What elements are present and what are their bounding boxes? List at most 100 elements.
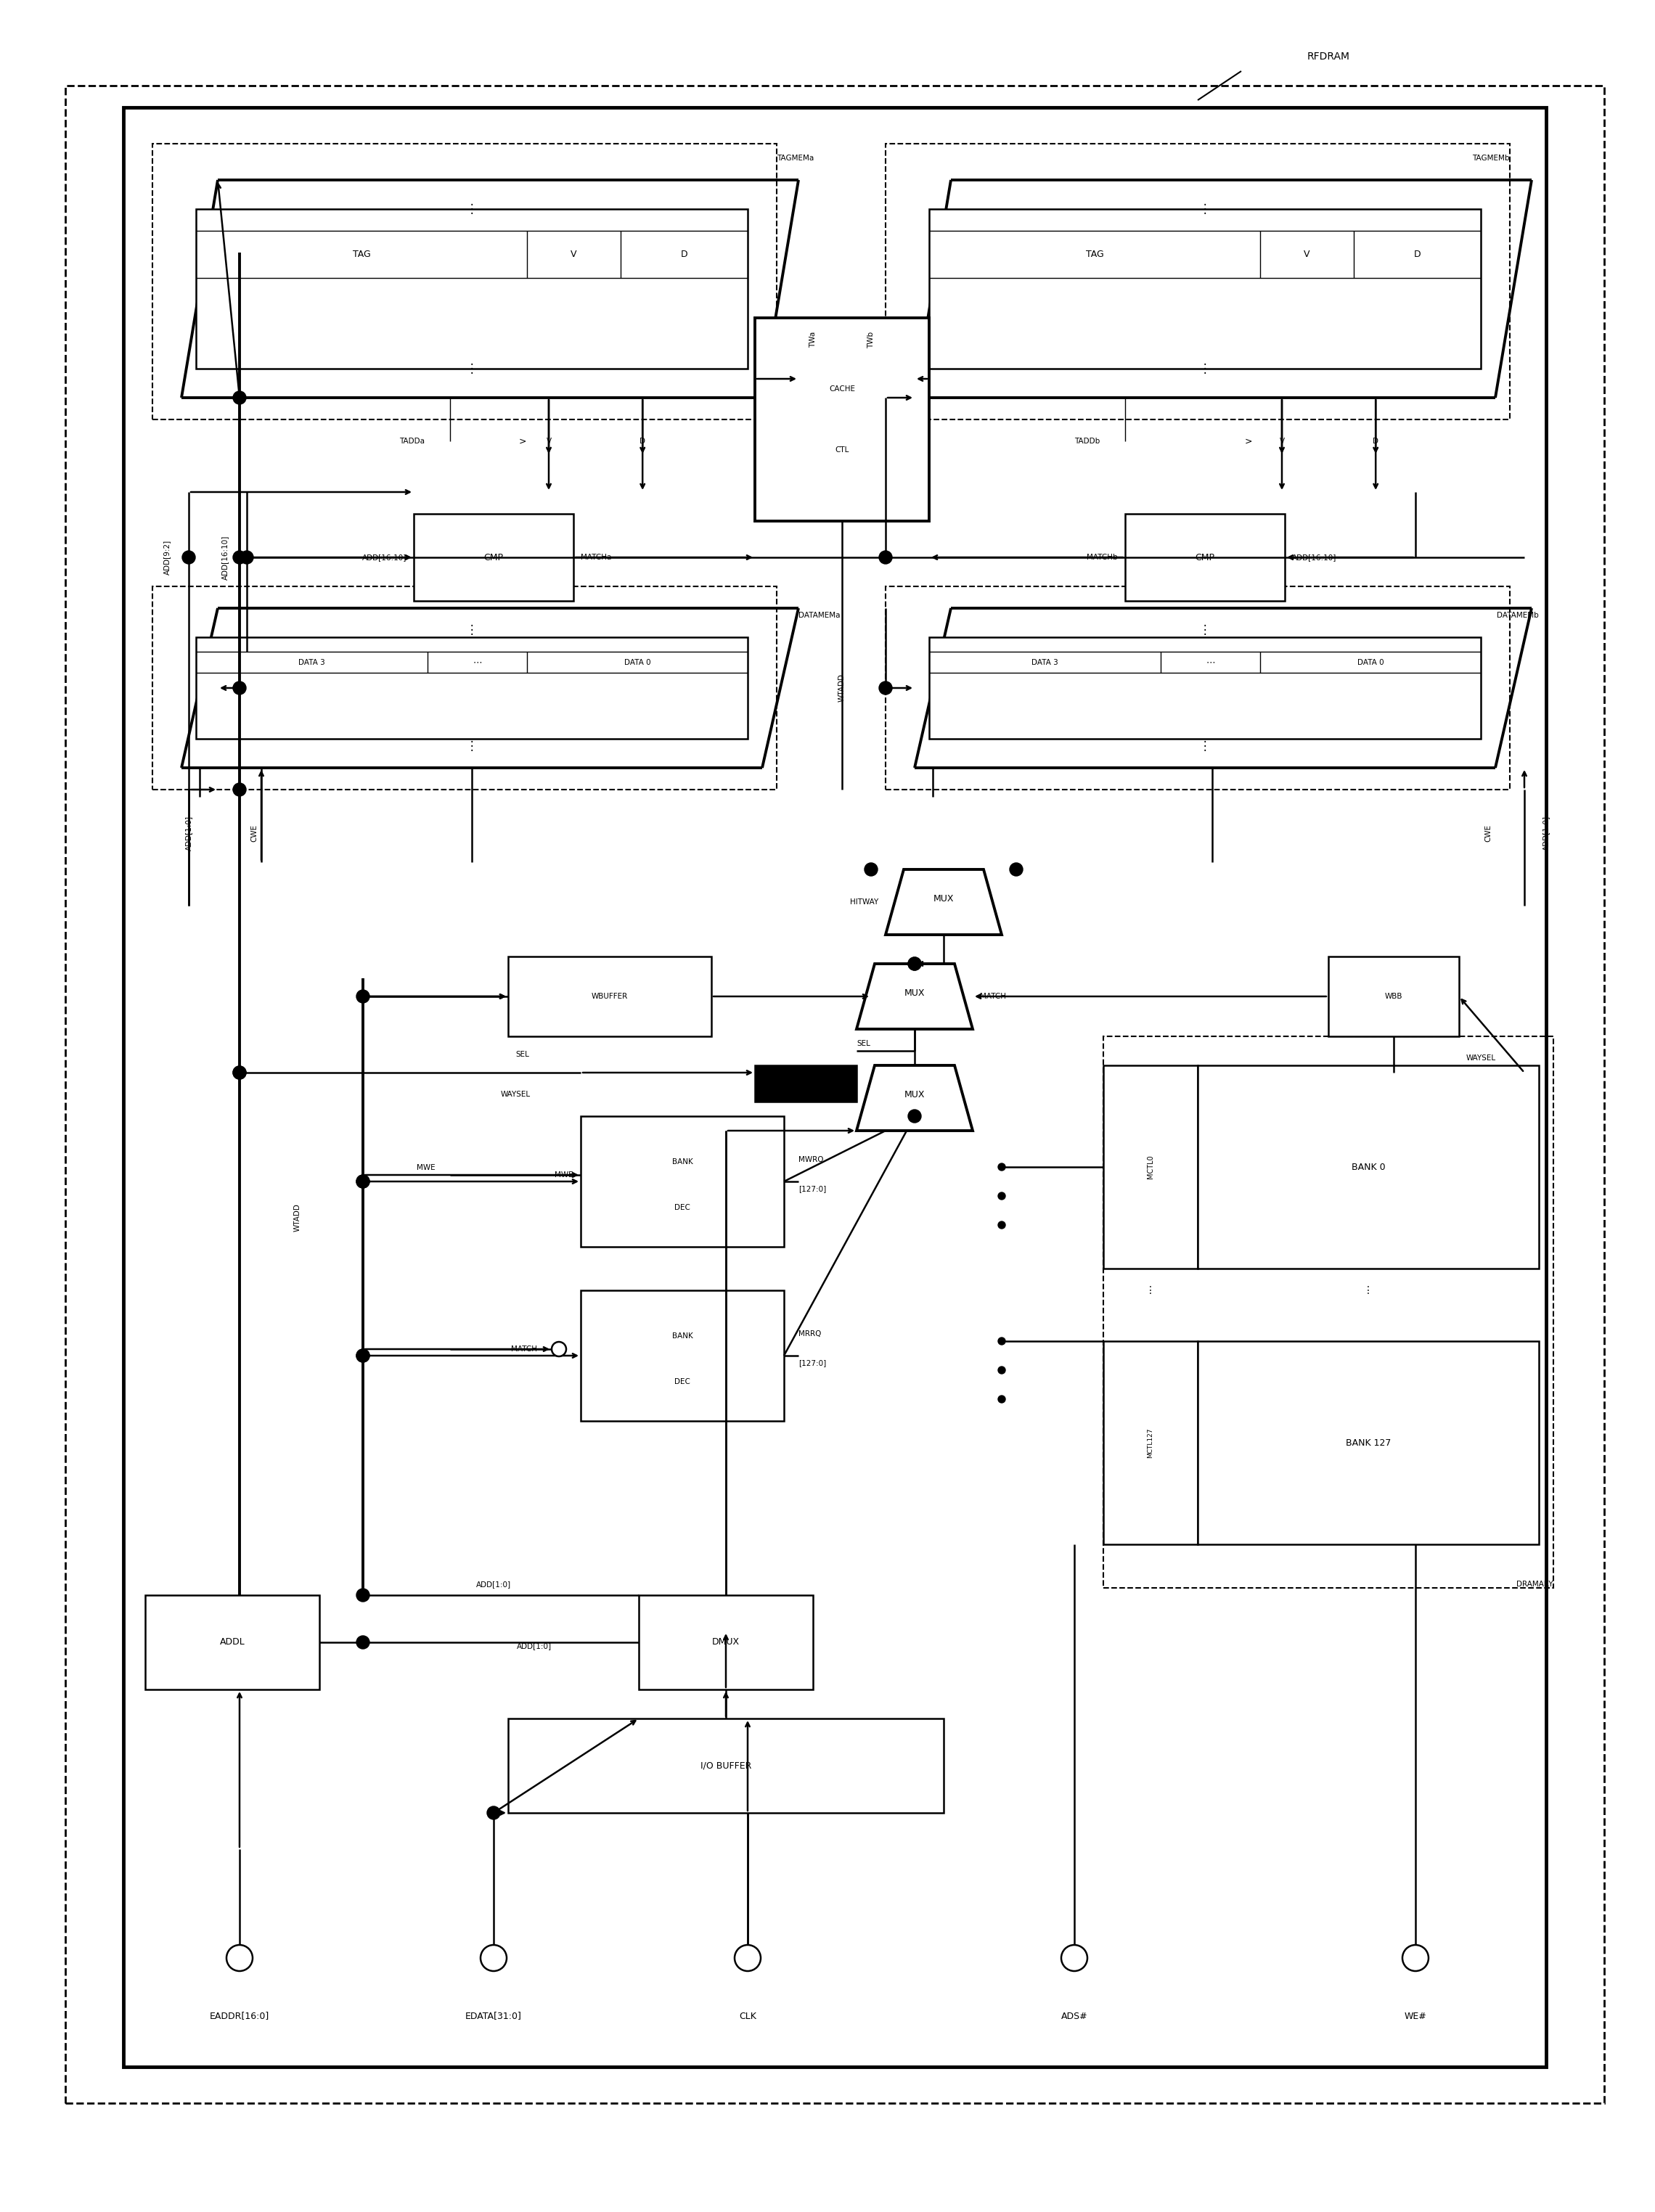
- Circle shape: [233, 1066, 247, 1079]
- Text: ⋮: ⋮: [1198, 204, 1211, 215]
- Text: TAGMEMb: TAGMEMb: [1473, 155, 1509, 161]
- FancyBboxPatch shape: [581, 1290, 784, 1420]
- Text: ADD[1:0]: ADD[1:0]: [477, 1582, 511, 1588]
- Text: ⋮: ⋮: [1198, 739, 1211, 752]
- Text: DEC: DEC: [674, 1378, 690, 1385]
- Text: MWE: MWE: [417, 1164, 435, 1172]
- Text: DATA 0: DATA 0: [624, 659, 650, 666]
- Text: TADDb: TADDb: [1074, 438, 1101, 445]
- Text: DATA 0: DATA 0: [1357, 659, 1384, 666]
- Circle shape: [356, 1349, 369, 1363]
- FancyBboxPatch shape: [1104, 1066, 1198, 1267]
- Circle shape: [233, 392, 247, 405]
- Circle shape: [909, 958, 922, 971]
- Text: ⋯: ⋯: [473, 657, 482, 668]
- Text: ADD[1:0]: ADD[1:0]: [185, 816, 192, 852]
- Text: I/O BUFFER: I/O BUFFER: [700, 1761, 751, 1770]
- Text: DEC: DEC: [674, 1203, 690, 1212]
- FancyBboxPatch shape: [195, 208, 748, 369]
- Text: D: D: [1413, 250, 1422, 259]
- Text: ⋮: ⋮: [1198, 363, 1211, 376]
- FancyBboxPatch shape: [639, 1595, 813, 1690]
- Text: EDATA[31:0]: EDATA[31:0]: [465, 2011, 521, 2022]
- Circle shape: [356, 1637, 369, 1648]
- Text: D: D: [680, 250, 688, 259]
- Text: MATCH: MATCH: [980, 993, 1006, 1000]
- Text: V: V: [571, 250, 578, 259]
- Circle shape: [356, 991, 369, 1002]
- Text: MUX: MUX: [904, 989, 925, 998]
- Circle shape: [998, 1221, 1005, 1228]
- Circle shape: [480, 1944, 506, 1971]
- Text: TADDa: TADDa: [399, 438, 425, 445]
- Circle shape: [233, 783, 247, 796]
- Text: DATAMEMb: DATAMEMb: [1496, 613, 1539, 619]
- Circle shape: [356, 1588, 369, 1601]
- Text: ⋮: ⋮: [1364, 1285, 1374, 1296]
- Text: MWE: MWE: [554, 1172, 573, 1179]
- Text: WAYSEL: WAYSEL: [501, 1091, 531, 1097]
- Text: MATCHa: MATCHa: [581, 553, 611, 562]
- Text: TAG: TAG: [1086, 250, 1104, 259]
- Text: DATA 3: DATA 3: [1031, 659, 1058, 666]
- Circle shape: [356, 1349, 369, 1363]
- Text: ADD[9:2]: ADD[9:2]: [164, 540, 170, 575]
- Polygon shape: [857, 964, 973, 1029]
- Text: TAG: TAG: [353, 250, 371, 259]
- Circle shape: [1010, 863, 1023, 876]
- Text: ADD[1:0]: ADD[1:0]: [516, 1641, 551, 1650]
- Text: RFDRAM: RFDRAM: [1307, 51, 1350, 62]
- FancyBboxPatch shape: [146, 1595, 319, 1690]
- Text: HITWAY: HITWAY: [849, 898, 879, 905]
- Circle shape: [735, 1944, 761, 1971]
- Text: TAGMEMa: TAGMEMa: [776, 155, 814, 161]
- Text: BANK 0: BANK 0: [1352, 1161, 1385, 1172]
- Text: V: V: [1279, 438, 1284, 445]
- FancyBboxPatch shape: [1198, 1066, 1539, 1267]
- Text: WE#: WE#: [1405, 2011, 1427, 2022]
- Text: V: V: [546, 438, 551, 445]
- FancyBboxPatch shape: [755, 319, 928, 522]
- Circle shape: [356, 1175, 369, 1188]
- Text: ⋮: ⋮: [465, 204, 478, 215]
- Text: >: >: [1245, 436, 1253, 447]
- Text: SEL: SEL: [857, 1040, 871, 1046]
- FancyBboxPatch shape: [1125, 513, 1284, 602]
- Circle shape: [233, 1066, 247, 1079]
- Text: ⋮: ⋮: [1145, 1285, 1155, 1296]
- Text: DATAMEMa: DATAMEMa: [798, 613, 841, 619]
- Text: DRAMARY: DRAMARY: [1516, 1582, 1554, 1588]
- Text: MCTL127: MCTL127: [1147, 1427, 1154, 1458]
- Circle shape: [879, 681, 892, 695]
- Text: MUX: MUX: [904, 1091, 925, 1099]
- Circle shape: [233, 551, 247, 564]
- Text: BANK: BANK: [672, 1159, 693, 1166]
- Text: ADD[1:0]: ADD[1:0]: [1542, 816, 1549, 852]
- Text: [127:0]: [127:0]: [798, 1360, 826, 1367]
- Text: DMUX: DMUX: [712, 1637, 740, 1648]
- Circle shape: [1402, 1944, 1428, 1971]
- Text: WTADD: WTADD: [295, 1203, 301, 1232]
- Text: >: >: [518, 436, 526, 447]
- Circle shape: [356, 1175, 369, 1188]
- Text: CMP: CMP: [483, 553, 503, 562]
- Text: MUX: MUX: [933, 894, 953, 902]
- Polygon shape: [885, 869, 1001, 936]
- Text: MATCH: MATCH: [511, 1345, 538, 1354]
- Circle shape: [998, 1338, 1005, 1345]
- Text: MWRQ: MWRQ: [798, 1157, 824, 1164]
- Circle shape: [998, 1367, 1005, 1374]
- Text: CACHE: CACHE: [829, 385, 856, 392]
- Circle shape: [864, 863, 877, 876]
- FancyBboxPatch shape: [195, 637, 748, 739]
- Text: CTL: CTL: [836, 447, 849, 453]
- FancyBboxPatch shape: [1198, 1340, 1539, 1544]
- FancyBboxPatch shape: [1329, 956, 1460, 1037]
- Text: CWE: CWE: [250, 825, 258, 843]
- Text: ADD[16:10]: ADD[16:10]: [1293, 553, 1337, 562]
- Circle shape: [487, 1807, 500, 1820]
- Text: ⋯: ⋯: [1206, 657, 1215, 668]
- Circle shape: [879, 551, 892, 564]
- Circle shape: [998, 1164, 1005, 1170]
- Text: DATA 3: DATA 3: [298, 659, 324, 666]
